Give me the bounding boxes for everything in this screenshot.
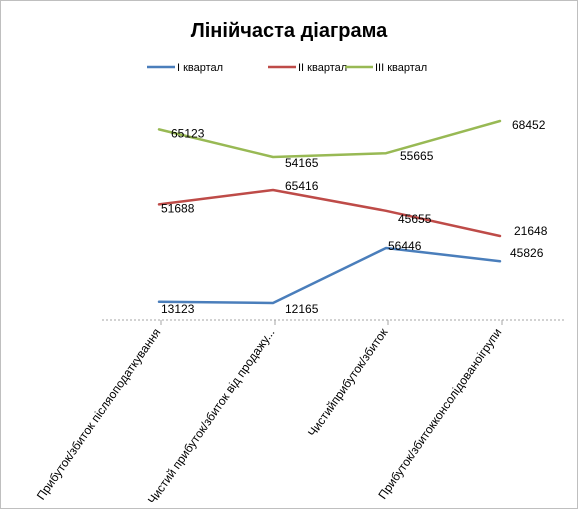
series-line-2 bbox=[157, 188, 502, 238]
data-label: 65123 bbox=[171, 126, 205, 140]
x-tick-label: Прибуток/збиток післяоподаткування bbox=[34, 326, 164, 503]
x-tick-label: Прибуток/збитокконсолідованоігрупи bbox=[375, 326, 504, 502]
data-labels: 13123 12165 56446 45826 51688 65416 45655 21648… bbox=[161, 118, 548, 316]
data-label: 55665 bbox=[400, 149, 434, 163]
legend-entry: II квартал bbox=[298, 62, 347, 74]
data-label: 12165 bbox=[285, 302, 319, 316]
x-tick-label: Чистий прибуток/збиток від продажу... bbox=[145, 326, 278, 507]
series-line-3 bbox=[157, 119, 502, 159]
legend-entry: I квартал bbox=[177, 62, 223, 74]
data-label: 56446 bbox=[388, 239, 422, 253]
data-label: 68452 bbox=[512, 118, 546, 132]
data-label: 65416 bbox=[285, 179, 319, 193]
legend-entry: III квартал bbox=[375, 62, 427, 74]
data-label: 54165 bbox=[285, 156, 319, 170]
series-line-1 bbox=[157, 246, 502, 305]
category-labels: Прибуток/збиток післяоподаткуванняЧистий… bbox=[34, 320, 504, 507]
data-label: 45826 bbox=[510, 246, 544, 260]
data-label: 13123 bbox=[161, 302, 195, 316]
legend: I квартал II квартал III квартал bbox=[147, 62, 427, 74]
data-label: 51688 bbox=[161, 201, 195, 215]
chart-title: Лінійчаста діаграма bbox=[190, 20, 388, 42]
data-label: 45655 bbox=[398, 212, 432, 226]
series-lines bbox=[157, 119, 502, 305]
data-label: 21648 bbox=[514, 224, 548, 238]
x-tick-label: Чистийприбуток/збиток bbox=[305, 325, 391, 439]
